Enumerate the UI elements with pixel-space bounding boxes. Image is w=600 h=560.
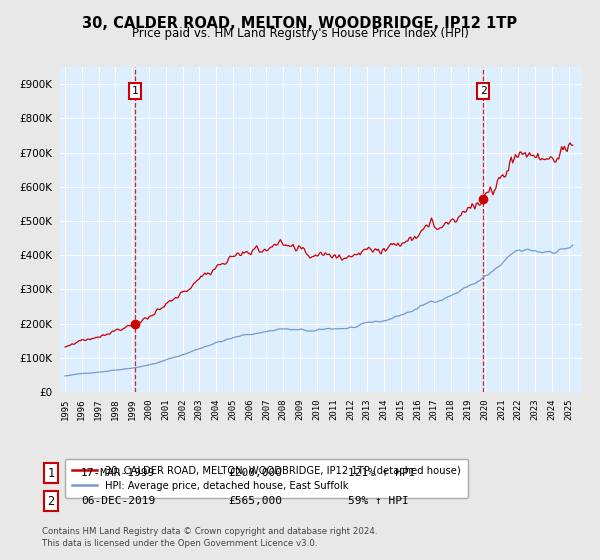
Text: 1: 1 xyxy=(131,86,139,96)
Text: 121% ↑ HPI: 121% ↑ HPI xyxy=(348,468,415,478)
Text: 2: 2 xyxy=(47,494,55,508)
Text: 59% ↑ HPI: 59% ↑ HPI xyxy=(348,496,409,506)
Text: Price paid vs. HM Land Registry's House Price Index (HPI): Price paid vs. HM Land Registry's House … xyxy=(131,27,469,40)
Text: 1: 1 xyxy=(47,466,55,480)
Text: £200,000: £200,000 xyxy=(228,468,282,478)
Text: 17-MAR-1999: 17-MAR-1999 xyxy=(81,468,155,478)
Legend: 30, CALDER ROAD, MELTON, WOODBRIDGE, IP12 1TP (detached house), HPI: Average pri: 30, CALDER ROAD, MELTON, WOODBRIDGE, IP1… xyxy=(65,459,468,498)
Text: 2: 2 xyxy=(480,86,487,96)
Text: £565,000: £565,000 xyxy=(228,496,282,506)
Text: 30, CALDER ROAD, MELTON, WOODBRIDGE, IP12 1TP: 30, CALDER ROAD, MELTON, WOODBRIDGE, IP1… xyxy=(82,16,518,31)
Text: 06-DEC-2019: 06-DEC-2019 xyxy=(81,496,155,506)
Text: This data is licensed under the Open Government Licence v3.0.: This data is licensed under the Open Gov… xyxy=(42,539,317,548)
Text: Contains HM Land Registry data © Crown copyright and database right 2024.: Contains HM Land Registry data © Crown c… xyxy=(42,528,377,536)
